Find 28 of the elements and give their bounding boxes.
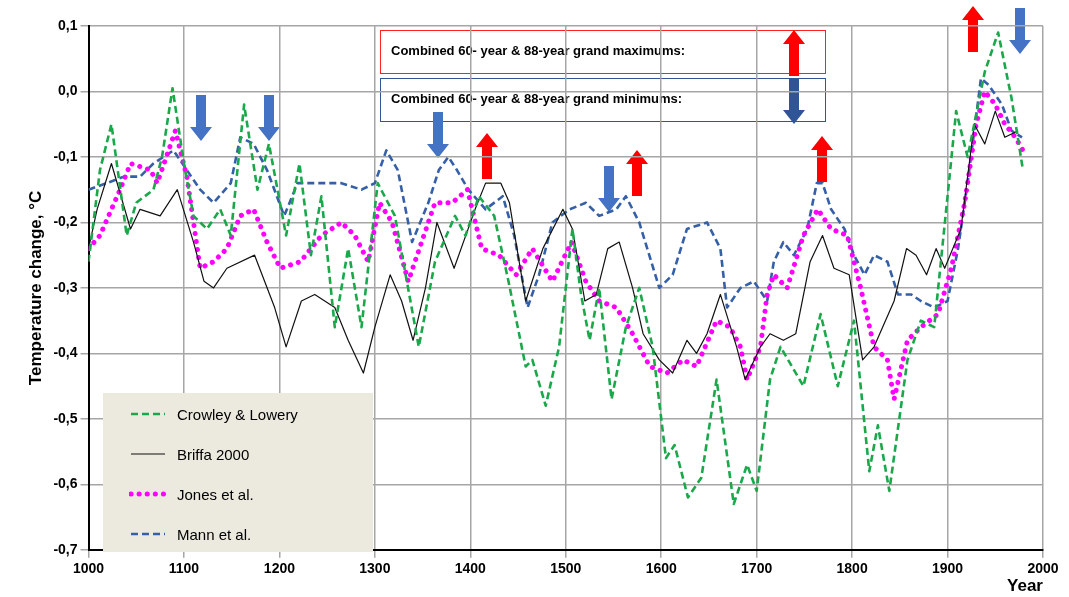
line-series [88,31,1025,506]
legend-label: Briffa 2000 [177,445,250,463]
x-tick-label: 1300 [359,560,391,577]
x-tick-label: 1700 [741,560,773,577]
y-tick-label: -0,1 [53,147,78,164]
x-tick-label: 1900 [931,560,964,577]
x-tick-label: 1200 [263,560,296,577]
x-tick-label: 1000 [72,560,105,577]
x-axis-title: Year [1007,576,1044,596]
y-tick-label: -0,6 [53,475,78,492]
y-tick-label: -0,4 [53,344,78,361]
x-tick-label: 2000 [1027,560,1059,577]
y-tick-label: -0,2 [53,213,78,230]
legend-label: Crowley & Lowery [177,405,298,423]
y-tick-label: -0,3 [53,278,78,295]
y-tick-label: 0,1 [58,16,78,33]
line-series [88,77,1024,309]
x-tick-label: 1400 [454,560,487,577]
legend-label: Jones et al. [177,485,254,503]
x-tick-label: 1500 [550,560,582,577]
legend-label: Mann et al. [177,525,252,543]
y-tick-label: -0,5 [53,409,78,426]
y-axis-title: Temperature change, °C [25,190,45,386]
x-tick-label: 1800 [836,560,868,577]
x-tick-label: 1600 [645,560,677,577]
y-tick-label: -0,7 [53,540,78,557]
y-tick-label: 0,0 [58,82,78,99]
x-tick-label: 1100 [168,560,200,577]
